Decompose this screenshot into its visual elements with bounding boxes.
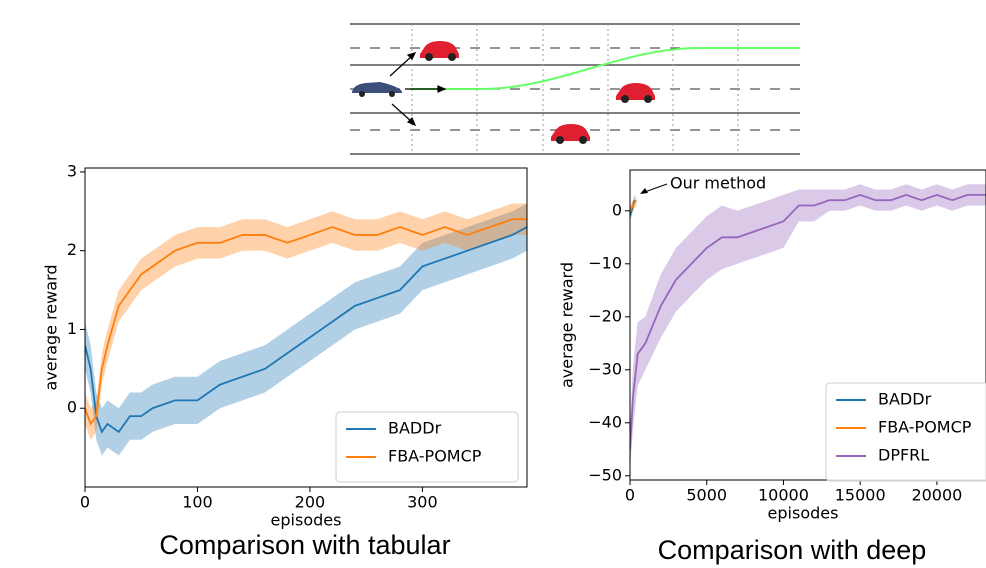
car [616,83,655,103]
y-tick-label: 0 [67,398,77,417]
road-diagram [350,23,800,155]
x-axis-label: episodes [768,504,839,523]
x-tick-label: 200 [295,493,326,512]
confidence-band [85,203,527,440]
y-tick-label: −10 [588,253,622,272]
legend-label: FBA-POMCP [388,447,482,466]
x-tick-label: 10000 [758,486,809,505]
caption: Comparison with deep [658,535,927,565]
x-tick-label: 300 [407,493,438,512]
series-line [630,193,986,450]
ego-car [352,82,402,97]
plot-area [630,184,986,471]
y-tick-label: 0 [612,200,622,219]
legend-label: FBA-POMCP [878,418,972,437]
confidence-band [630,184,986,471]
x-tick-label: 5000 [686,486,727,505]
x-tick-label: 0 [625,486,635,505]
plot-area [85,203,527,456]
annotation: Our method [670,174,766,193]
confidence-band [85,203,527,456]
y-tick-label: 1 [67,319,77,338]
y-tick-label: −50 [588,465,622,484]
y-tick-label: −40 [588,412,622,431]
legend-box [825,382,986,482]
y-axis-label: average reward [558,262,577,388]
x-tick-label: 0 [80,493,90,512]
plot-frame [629,169,986,481]
plot-frame [84,167,528,488]
y-axis-label: average reward [42,265,61,391]
legend-box [335,411,519,483]
y-tick-label: 3 [67,161,77,180]
legend-label: DPFRL [878,446,929,465]
x-axis-label: episodes [271,511,342,530]
series-line [630,199,637,212]
legend-label: BADDr [878,390,932,409]
caption: Comparison with tabular [159,530,450,560]
x-tick-label: 100 [182,493,213,512]
y-tick-label: 2 [67,240,77,259]
x-tick-label: 15000 [835,486,886,505]
annotation-arrowhead [640,188,648,194]
x-tick-label: 20000 [911,486,962,505]
y-tick-label: −20 [588,306,622,325]
series-line [85,218,527,426]
legend-label: BADDr [388,419,442,438]
car [551,124,590,144]
car [420,41,459,61]
series-line [85,226,527,434]
y-tick-label: −30 [588,359,622,378]
